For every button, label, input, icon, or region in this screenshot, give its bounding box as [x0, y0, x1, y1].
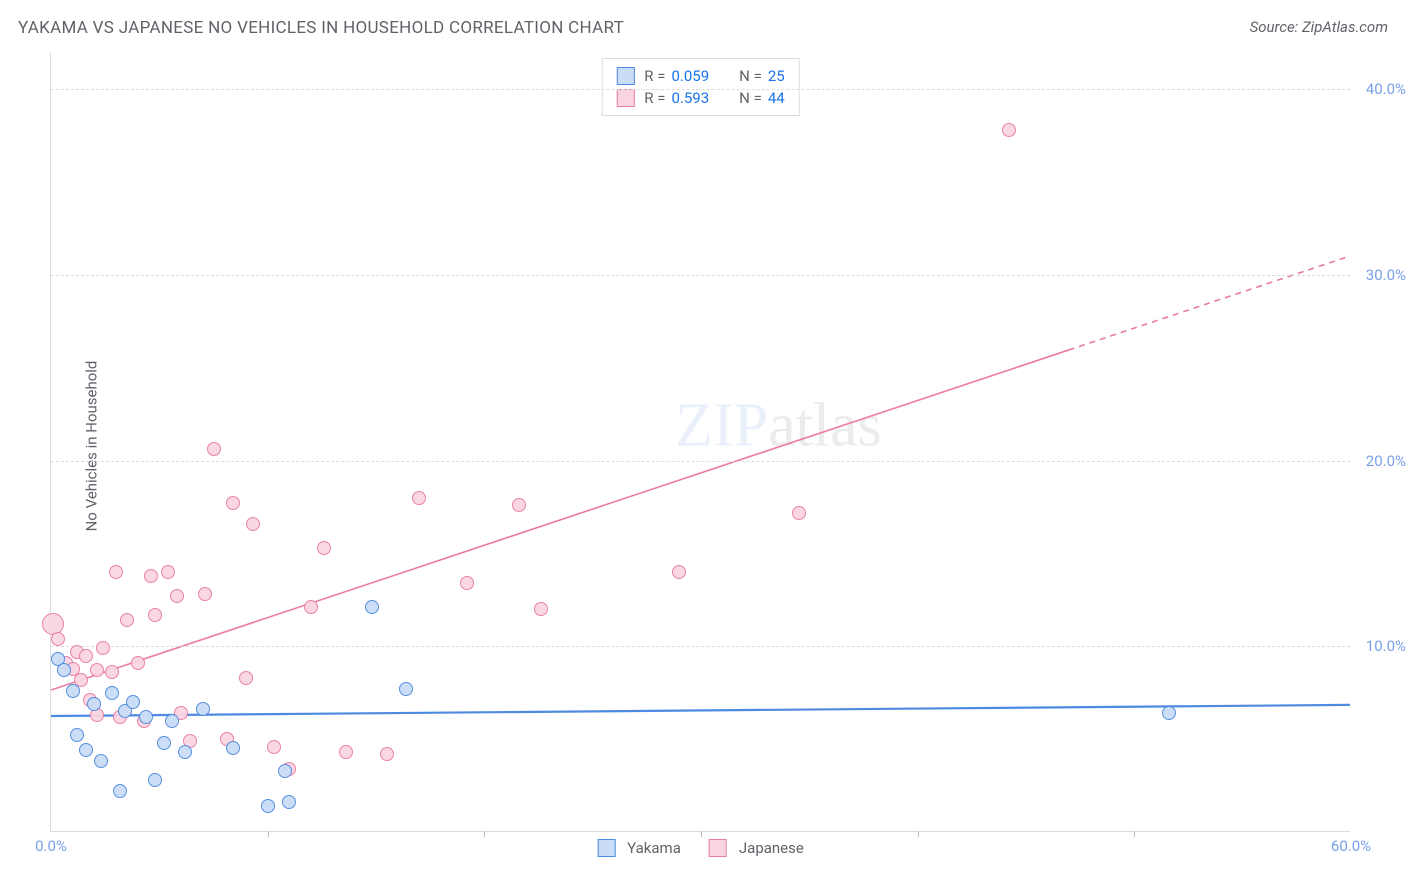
- x-tick-label: 60.0%: [1331, 837, 1371, 855]
- data-point: [365, 600, 379, 614]
- data-point: [1002, 123, 1016, 137]
- y-tick-label: 30.0%: [1366, 266, 1406, 284]
- correlation-legend: R = 0.059 N = 25 R = 0.593 N = 44: [601, 58, 799, 116]
- n-value: 25: [768, 65, 785, 87]
- data-point: [51, 632, 65, 646]
- data-point: [105, 665, 119, 679]
- data-point: [165, 714, 179, 728]
- trend-lines: [51, 52, 1350, 831]
- series-legend: Yakama Japanese: [597, 839, 804, 857]
- legend-swatch: [709, 839, 727, 857]
- data-point: [113, 784, 127, 798]
- y-tick-label: 40.0%: [1366, 80, 1406, 98]
- r-label: R =: [644, 65, 665, 87]
- data-point: [144, 569, 158, 583]
- data-point: [90, 663, 104, 677]
- gridline: [51, 89, 1350, 90]
- data-point: [226, 496, 240, 510]
- data-point: [246, 517, 260, 531]
- data-point: [70, 728, 84, 742]
- x-tick-minor: [268, 831, 269, 837]
- legend-item: Yakama: [597, 839, 681, 857]
- x-tick-minor: [1134, 831, 1135, 837]
- data-point: [161, 565, 175, 579]
- data-point: [148, 773, 162, 787]
- data-point: [239, 671, 253, 685]
- data-point: [170, 589, 184, 603]
- data-point: [87, 697, 101, 711]
- r-value: 0.059: [671, 65, 709, 87]
- data-point: [339, 745, 353, 759]
- data-point: [304, 600, 318, 614]
- data-point: [534, 602, 548, 616]
- data-point: [96, 641, 110, 655]
- legend-label: Japanese: [739, 839, 804, 857]
- data-point: [1162, 706, 1176, 720]
- n-value: 44: [768, 87, 785, 109]
- data-point: [282, 795, 296, 809]
- x-tick-minor: [701, 831, 702, 837]
- data-point: [207, 442, 221, 456]
- data-point: [109, 565, 123, 579]
- n-label: N =: [739, 65, 762, 87]
- data-point: [131, 656, 145, 670]
- legend-swatch: [616, 67, 634, 85]
- watermark: ZIPatlas: [675, 390, 882, 461]
- data-point: [105, 686, 119, 700]
- legend-item: Japanese: [709, 839, 804, 857]
- legend-swatch: [597, 839, 615, 857]
- data-point: [399, 682, 413, 696]
- legend-row: R = 0.059 N = 25: [616, 65, 784, 87]
- data-point: [792, 506, 806, 520]
- r-label: R =: [644, 87, 665, 109]
- data-point: [57, 663, 71, 677]
- data-point: [226, 741, 240, 755]
- r-value: 0.593: [671, 87, 709, 109]
- y-tick-label: 10.0%: [1366, 637, 1406, 655]
- x-tick-minor: [918, 831, 919, 837]
- gridline: [51, 646, 1350, 647]
- y-tick-label: 20.0%: [1366, 452, 1406, 470]
- data-point: [42, 613, 64, 635]
- x-tick-label: 0.0%: [35, 837, 67, 855]
- data-point: [460, 576, 474, 590]
- data-point: [148, 608, 162, 622]
- legend-label: Yakama: [627, 839, 681, 857]
- gridline: [51, 461, 1350, 462]
- data-point: [79, 649, 93, 663]
- data-point: [672, 565, 686, 579]
- data-point: [512, 498, 526, 512]
- data-point: [94, 754, 108, 768]
- data-point: [126, 695, 140, 709]
- chart-source: Source: ZipAtlas.com: [1250, 18, 1388, 38]
- data-point: [380, 747, 394, 761]
- scatter-plot: ZIPatlas R = 0.059N = 25R = 0.593N = 44 …: [50, 52, 1350, 832]
- data-point: [261, 799, 275, 813]
- n-label: N =: [739, 87, 762, 109]
- data-point: [66, 684, 80, 698]
- chart-header: YAKAMA VS JAPANESE NO VEHICLES IN HOUSEH…: [18, 18, 1388, 38]
- data-point: [198, 587, 212, 601]
- data-point: [278, 764, 292, 778]
- data-point: [120, 613, 134, 627]
- data-point: [317, 541, 331, 555]
- x-tick-minor: [484, 831, 485, 837]
- legend-swatch: [616, 89, 634, 107]
- data-point: [412, 491, 426, 505]
- data-point: [139, 710, 153, 724]
- data-point: [79, 743, 93, 757]
- data-point: [178, 745, 192, 759]
- data-point: [267, 740, 281, 754]
- data-point: [157, 736, 171, 750]
- gridline: [51, 275, 1350, 276]
- data-point: [196, 702, 210, 716]
- legend-row: R = 0.593 N = 44: [616, 87, 784, 109]
- chart-title: YAKAMA VS JAPANESE NO VEHICLES IN HOUSEH…: [18, 18, 624, 38]
